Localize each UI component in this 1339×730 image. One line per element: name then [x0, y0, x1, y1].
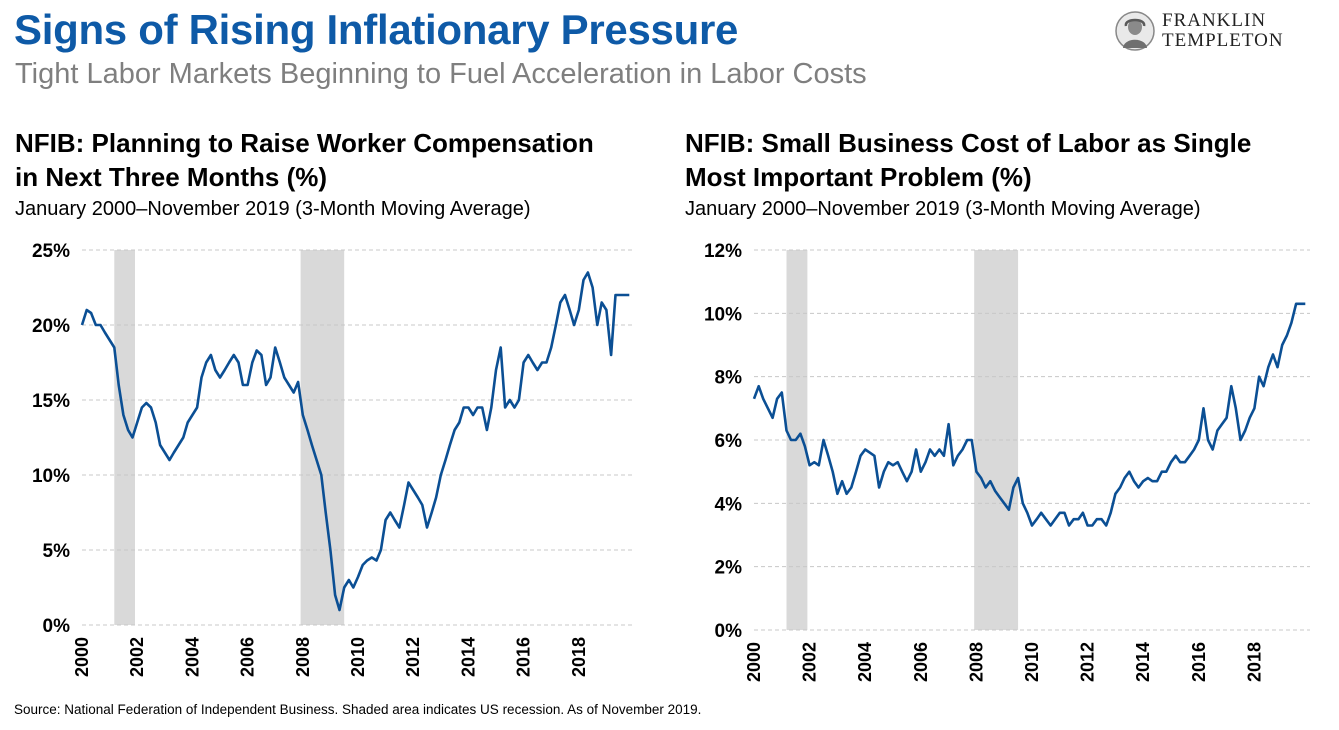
chart-right-y-tick-label: 0%	[715, 621, 743, 642]
chart-right-y-tick-label: 8%	[715, 368, 743, 389]
page-subtitle: Tight Labor Markets Beginning to Fuel Ac…	[15, 58, 867, 90]
right-chart-subtitle: January 2000–November 2019 (3-Month Movi…	[685, 198, 1201, 220]
chart-left-x-tick-label: 2002	[127, 637, 147, 677]
chart-left-x-tick-label: 2000	[72, 637, 92, 677]
right-chart: 0% 2% 4% 6% 8% 10% 12% 2000 2002 2004 2006 2008 2010…	[704, 241, 1310, 682]
source-note: Source: National Federation of Independe…	[14, 702, 702, 717]
chart-left-x-tick-label: 2018	[569, 637, 589, 677]
chart-left-x-tick-label: 2014	[458, 637, 478, 677]
chart-left-y-tick-label: 15%	[32, 391, 70, 412]
chart-left-recession-band	[300, 250, 345, 625]
logo-line-1: FRANKLIN	[1162, 10, 1267, 31]
chart-left-y-tick-label: 10%	[32, 466, 70, 487]
page-title: Signs of Rising Inflationary Pressure	[14, 6, 739, 53]
chart-right-x-tick-label: 2018	[1244, 642, 1264, 682]
logo-line-2: TEMPLETON	[1162, 30, 1284, 51]
left-chart-title-line-1: NFIB: Planning to Raise Worker Compensat…	[15, 128, 594, 158]
chart-right-y-tick-label: 6%	[715, 431, 743, 452]
chart-left-y-tick-label: 25%	[32, 241, 70, 262]
right-chart-title: NFIB: Small Business Cost of Labor as Si…	[685, 126, 1251, 194]
chart-right-y-tick-label: 10%	[704, 304, 742, 325]
chart-right-y-tick-label: 2%	[715, 558, 743, 579]
left-chart-title: NFIB: Planning to Raise Worker Compensat…	[15, 126, 594, 194]
chart-right-x-tick-label: 2000	[744, 642, 764, 682]
franklin-templeton-logo: FRANKLIN TEMPLETON	[1114, 10, 1324, 52]
chart-right-x-tick-label: 2014	[1133, 642, 1153, 682]
chart-left-series-line	[80, 271, 630, 612]
chart-left-y-tick-label: 0%	[43, 616, 71, 637]
chart-right-x-tick-label: 2012	[1078, 642, 1098, 682]
chart-left-y-tick-label: 5%	[43, 541, 71, 562]
chart-right-y-tick-label: 4%	[715, 494, 743, 515]
chart-right-x-tick-label: 2016	[1189, 642, 1209, 682]
chart-right-x-tick-label: 2006	[911, 642, 931, 682]
chart-left-x-tick-label: 2012	[403, 637, 423, 677]
chart-right-series-line	[752, 302, 1306, 527]
chart-left-y-tick-label: 20%	[32, 316, 70, 337]
chart-left-x-tick-label: 2010	[348, 637, 368, 677]
chart-right-y-tick-label: 12%	[704, 241, 742, 262]
chart-right-x-tick-label: 2002	[800, 642, 820, 682]
chart-right-x-tick-label: 2004	[855, 642, 875, 682]
chart-left-recession-band	[114, 250, 135, 625]
chart-right-x-tick-label: 2008	[966, 642, 986, 682]
chart-right-x-tick-label: 2010	[1022, 642, 1042, 682]
chart-left-x-tick-label: 2004	[182, 637, 202, 677]
right-chart-title-line-2: Most Important Problem (%)	[685, 162, 1032, 192]
left-chart-title-line-2: in Next Three Months (%)	[15, 162, 328, 192]
left-chart: 0% 5% 10% 15% 20% 25% 2000 2002 2004 2006 2008 2010…	[32, 241, 634, 677]
left-chart-subtitle: January 2000–November 2019 (3-Month Movi…	[15, 198, 531, 220]
right-chart-title-line-1: NFIB: Small Business Cost of Labor as Si…	[685, 128, 1252, 158]
franklin-portrait-icon	[1115, 11, 1155, 51]
chart-left-x-tick-label: 2008	[293, 637, 313, 677]
chart-left-x-tick-label: 2016	[514, 637, 534, 677]
chart-left-x-tick-label: 2006	[238, 637, 258, 677]
